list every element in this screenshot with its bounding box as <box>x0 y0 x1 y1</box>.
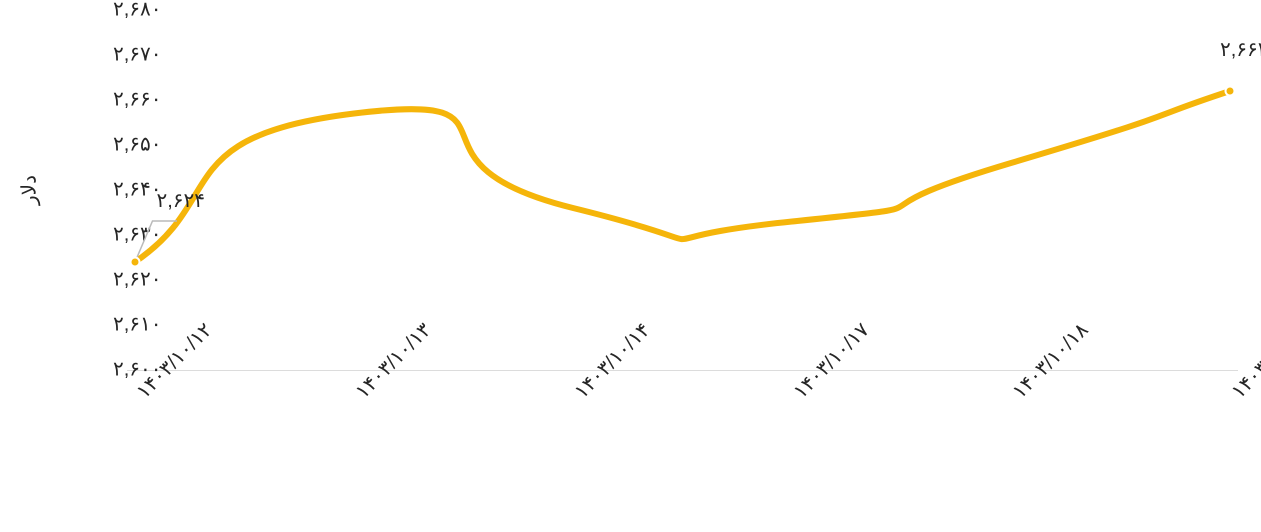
y-tick-label: ۲,۶۲۰ <box>113 268 162 290</box>
y-tick-label: ۲,۶۵۰ <box>113 133 162 155</box>
y-tick: ۲,۶۷۰ <box>113 43 162 65</box>
y-tick-label: ۲,۶۷۰ <box>113 43 162 65</box>
point-label: ۲,۶۲۴ <box>156 190 205 212</box>
price-line-chart: ۲,۶۰۰۲,۶۱۰۲,۶۲۰۲,۶۳۰۲,۶۴۰۲,۶۵۰۲,۶۶۰۲,۶۷۰… <box>0 0 1261 532</box>
point-label: ۲,۶۶۲ <box>1220 39 1261 61</box>
x-tick-label: ۱۴۰۳/۱۰/۱۴ <box>571 319 655 403</box>
y-tick: ۲,۶۶۰ <box>113 88 162 110</box>
x-tick: ۱۴۰۳/۱۰/۱۹ <box>1228 319 1261 403</box>
y-tick: ۲,۶۳۰ <box>113 223 162 245</box>
series-line <box>135 91 1230 262</box>
x-tick-label: ۱۴۰۳/۱۰/۱۳ <box>352 319 436 403</box>
y-tick-label: ۲,۶۱۰ <box>113 313 162 335</box>
y-tick: ۲,۶۴۰ <box>113 178 162 200</box>
series-marker <box>131 258 140 267</box>
x-tick: ۱۴۰۳/۱۰/۱۸ <box>1009 319 1093 403</box>
x-tick-label: ۱۴۰۳/۱۰/۱۹ <box>1228 319 1261 403</box>
series-marker <box>1226 87 1235 96</box>
y-tick: ۲,۶۵۰ <box>113 133 162 155</box>
y-tick-label: ۲,۶۶۰ <box>113 88 162 110</box>
y-tick: ۲,۶۱۰ <box>113 313 162 335</box>
y-tick: ۲,۶۸۰ <box>113 0 162 20</box>
y-tick-label: ۲,۶۸۰ <box>113 0 162 20</box>
x-tick-label: ۱۴۰۳/۱۰/۱۷ <box>790 319 874 403</box>
x-tick: ۱۴۰۳/۱۰/۱۷ <box>790 319 874 403</box>
x-tick-label: ۱۴۰۳/۱۰/۱۸ <box>1009 319 1093 403</box>
x-tick: ۱۴۰۳/۱۰/۱۳ <box>352 319 436 403</box>
y-tick-label: ۲,۶۴۰ <box>113 178 162 200</box>
y-axis-label: دلار <box>18 175 40 206</box>
y-tick: ۲,۶۲۰ <box>113 268 162 290</box>
y-tick-label: ۲,۶۳۰ <box>113 223 162 245</box>
x-tick: ۱۴۰۳/۱۰/۱۴ <box>571 319 655 403</box>
